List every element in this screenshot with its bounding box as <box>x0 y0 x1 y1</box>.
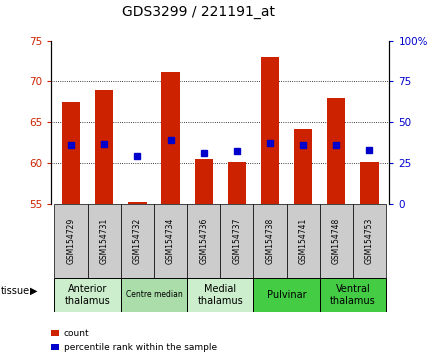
Bar <box>327 98 345 204</box>
Text: GSM154734: GSM154734 <box>166 217 175 264</box>
Bar <box>88 204 121 278</box>
Text: Medial
thalamus: Medial thalamus <box>198 284 243 306</box>
Bar <box>154 204 187 278</box>
Bar <box>294 129 312 204</box>
Text: tissue: tissue <box>0 286 29 296</box>
Text: GSM154738: GSM154738 <box>266 218 275 264</box>
Text: Pulvinar: Pulvinar <box>267 290 307 300</box>
Text: Ventral
thalamus: Ventral thalamus <box>330 284 376 306</box>
Text: ▶: ▶ <box>30 286 38 296</box>
Bar <box>62 102 80 204</box>
Text: GSM154732: GSM154732 <box>133 218 142 264</box>
Bar <box>220 204 254 278</box>
Bar <box>121 204 154 278</box>
Bar <box>162 72 180 204</box>
Text: GSM154736: GSM154736 <box>199 217 208 264</box>
Bar <box>121 278 187 312</box>
Bar <box>128 202 146 204</box>
Text: GSM154748: GSM154748 <box>332 218 341 264</box>
Bar <box>353 204 386 278</box>
Bar <box>228 162 246 204</box>
Text: GSM154753: GSM154753 <box>365 217 374 264</box>
Text: count: count <box>64 329 89 338</box>
Bar <box>320 204 353 278</box>
Bar <box>95 90 113 204</box>
Bar <box>187 204 220 278</box>
Bar <box>54 278 121 312</box>
Bar <box>194 159 213 204</box>
Text: GSM154731: GSM154731 <box>100 218 109 264</box>
Text: Centre median: Centre median <box>125 290 182 299</box>
Bar <box>320 278 386 312</box>
Bar <box>254 278 320 312</box>
Text: GDS3299 / 221191_at: GDS3299 / 221191_at <box>121 5 275 19</box>
Text: GSM154737: GSM154737 <box>232 217 241 264</box>
Text: GSM154729: GSM154729 <box>67 218 76 264</box>
Text: percentile rank within the sample: percentile rank within the sample <box>64 343 217 352</box>
Bar <box>54 204 88 278</box>
Text: GSM154741: GSM154741 <box>299 218 307 264</box>
Bar <box>360 162 379 204</box>
Bar <box>254 204 287 278</box>
Bar <box>187 278 254 312</box>
Bar <box>261 57 279 204</box>
Text: Anterior
thalamus: Anterior thalamus <box>65 284 110 306</box>
Bar <box>287 204 320 278</box>
